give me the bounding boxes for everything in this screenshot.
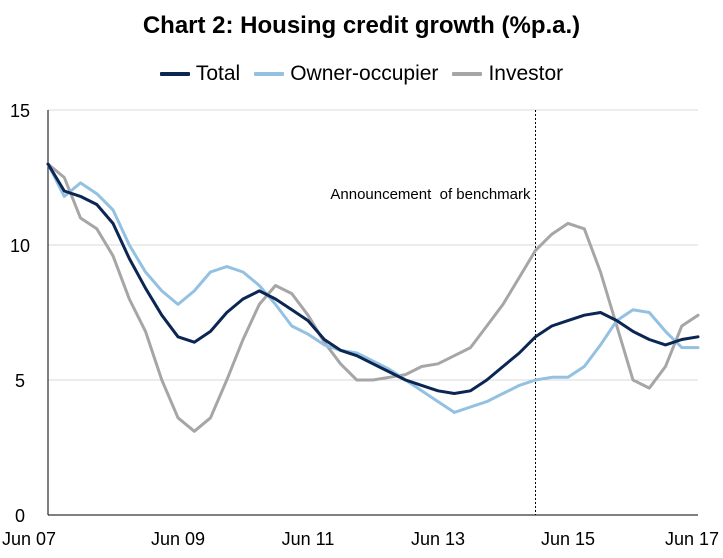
x-tick-label-jun-09: Jun 09: [151, 529, 205, 549]
y-tick-label-10: 10: [10, 236, 30, 256]
annotation-layer: Announcement of benchmark: [330, 110, 536, 515]
x-tick-label-jun-13: Jun 13: [411, 529, 465, 549]
legend-item-investor: Investor: [452, 62, 563, 86]
chart-title: Chart 2: Housing credit growth (%p.a.): [142, 12, 581, 39]
series-layer: [46, 162, 700, 433]
legend-label-total: Total: [195, 62, 241, 85]
axis-layer: 0 5 10 15 Jun 07 Jun 09 Jun 11 Jun 13 Jun 15 Jun …: [2, 101, 719, 549]
legend-swatch-investor: [452, 72, 483, 76]
series-line-total: [46, 162, 700, 395]
x-tick-label-jun-17: Jun 17: [665, 529, 719, 549]
series-line-investor: [46, 162, 700, 433]
legend-swatch-total: [159, 72, 190, 76]
legend-swatch-owner-occupier: [254, 72, 285, 76]
y-tick-label-0: 0: [15, 506, 25, 526]
legend-item-owner-occupier: Owner-occupier: [254, 62, 438, 86]
legend: Total Owner-occupier Investor: [0, 60, 723, 88]
series-line-owner-occupier: [46, 162, 700, 414]
legend-label-owner-occupier: Owner-occupier: [290, 62, 439, 85]
x-tick-label-jun-11: Jun 11: [282, 529, 335, 549]
x-tick-label-jun-07: Jun 07: [2, 529, 56, 549]
y-tick-label-15: 15: [10, 101, 30, 121]
annotation-label: Announcement of benchmark: [330, 186, 531, 203]
y-tick-label-5: 5: [15, 371, 25, 391]
grid-layer: [48, 109, 698, 381]
x-tick-label-jun-15: Jun 15: [541, 529, 595, 549]
legend-label-investor: Investor: [488, 62, 564, 85]
legend-item-total: Total: [159, 62, 241, 86]
